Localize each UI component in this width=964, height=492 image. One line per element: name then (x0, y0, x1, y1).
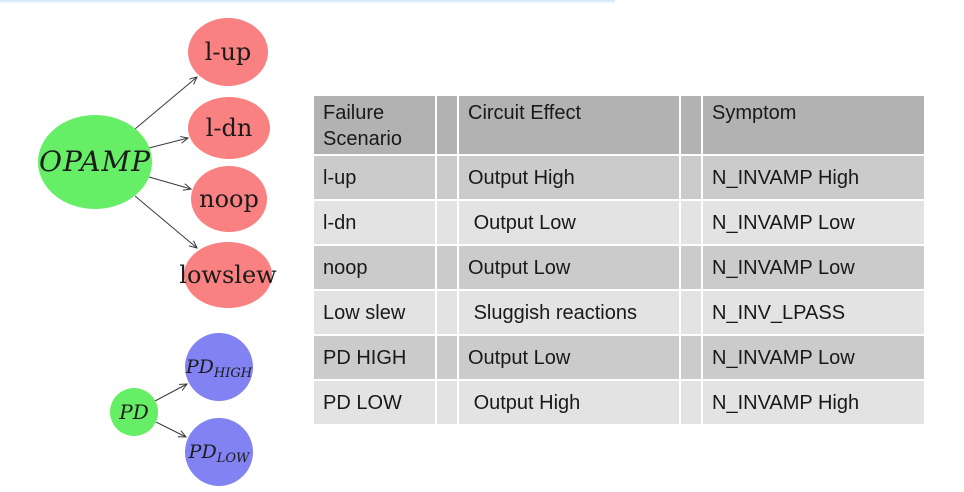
cell-symptom: N_INVAMP Low (703, 246, 924, 289)
edge-pd-low (155, 421, 186, 437)
spacer-cell (681, 246, 701, 289)
cell-effect: Output High (459, 381, 679, 424)
col-header-failure-scenario: Failure Scenario (314, 96, 435, 154)
col-header-symptom: Symptom (703, 96, 924, 154)
header-spacer-cell (437, 96, 457, 154)
cell-scenario: PD HIGH (314, 336, 435, 379)
cell-effect: Output Low (459, 246, 679, 289)
lup-node (188, 18, 268, 86)
edge-opamp-noop (148, 176, 191, 189)
cell-symptom: N_INVAMP Low (703, 336, 924, 379)
col-header-circuit-effect: Circuit Effect (459, 96, 679, 154)
cell-effect: Output High (459, 156, 679, 199)
cell-symptom: N_INVAMP Low (703, 201, 924, 244)
cell-symptom: N_INVAMP High (703, 156, 924, 199)
noop-node (191, 166, 267, 232)
opamp-node (38, 115, 152, 209)
cell-scenario: l-up (314, 156, 435, 199)
cell-effect: Output Low (459, 336, 679, 379)
lup-node-label: l-up (205, 38, 252, 66)
ldn-node (188, 97, 270, 159)
lowslew-node-label: lowslew (179, 261, 277, 289)
spacer-cell (681, 201, 701, 244)
failure-mode-diagram: OPAMP l-up l-dn noop lowslew PD PDHIGH P… (38, 18, 277, 486)
pd-node (110, 388, 158, 436)
edge-opamp-ldn (148, 138, 188, 149)
edge-opamp-lowslew (134, 195, 197, 248)
spacer-cell (437, 336, 457, 379)
pd-high-node-label: PDHIGH (185, 356, 253, 381)
cell-effect: Sluggish reactions (459, 291, 679, 334)
failure-table: Failure Scenario Circuit Effect Symptom … (314, 96, 924, 424)
spacer-cell (437, 246, 457, 289)
spacer-cell (681, 336, 701, 379)
lowslew-node (184, 242, 272, 308)
top-accent-strip (0, 0, 615, 4)
spacer-cell (681, 381, 701, 424)
spacer-cell (437, 201, 457, 244)
cell-scenario: l-dn (314, 201, 435, 244)
ldn-node-label: l-dn (206, 114, 253, 142)
cell-symptom: N_INVAMP High (703, 381, 924, 424)
pd-high-node (185, 333, 253, 401)
spacer-cell (681, 156, 701, 199)
opamp-node-label: OPAMP (39, 145, 151, 178)
spacer-cell (437, 381, 457, 424)
cell-scenario: Low slew (314, 291, 435, 334)
header-spacer-cell (681, 96, 701, 154)
spacer-cell (437, 291, 457, 334)
spacer-cell (437, 156, 457, 199)
edge-opamp-lup (134, 77, 197, 130)
spacer-cell (681, 291, 701, 334)
edge-pd-high (154, 384, 187, 402)
cell-scenario: PD LOW (314, 381, 435, 424)
pd-node-label: PD (118, 400, 149, 424)
cell-symptom: N_INV_LPASS (703, 291, 924, 334)
pd-low-node-label: PDLOW (188, 441, 251, 466)
pd-low-node (185, 418, 253, 486)
noop-node-label: noop (199, 185, 259, 213)
opamp-tree: OPAMP l-up l-dn noop lowslew (38, 18, 277, 308)
cell-scenario: noop (314, 246, 435, 289)
pd-tree: PD PDHIGH PDLOW (110, 333, 253, 486)
cell-effect: Output Low (459, 201, 679, 244)
